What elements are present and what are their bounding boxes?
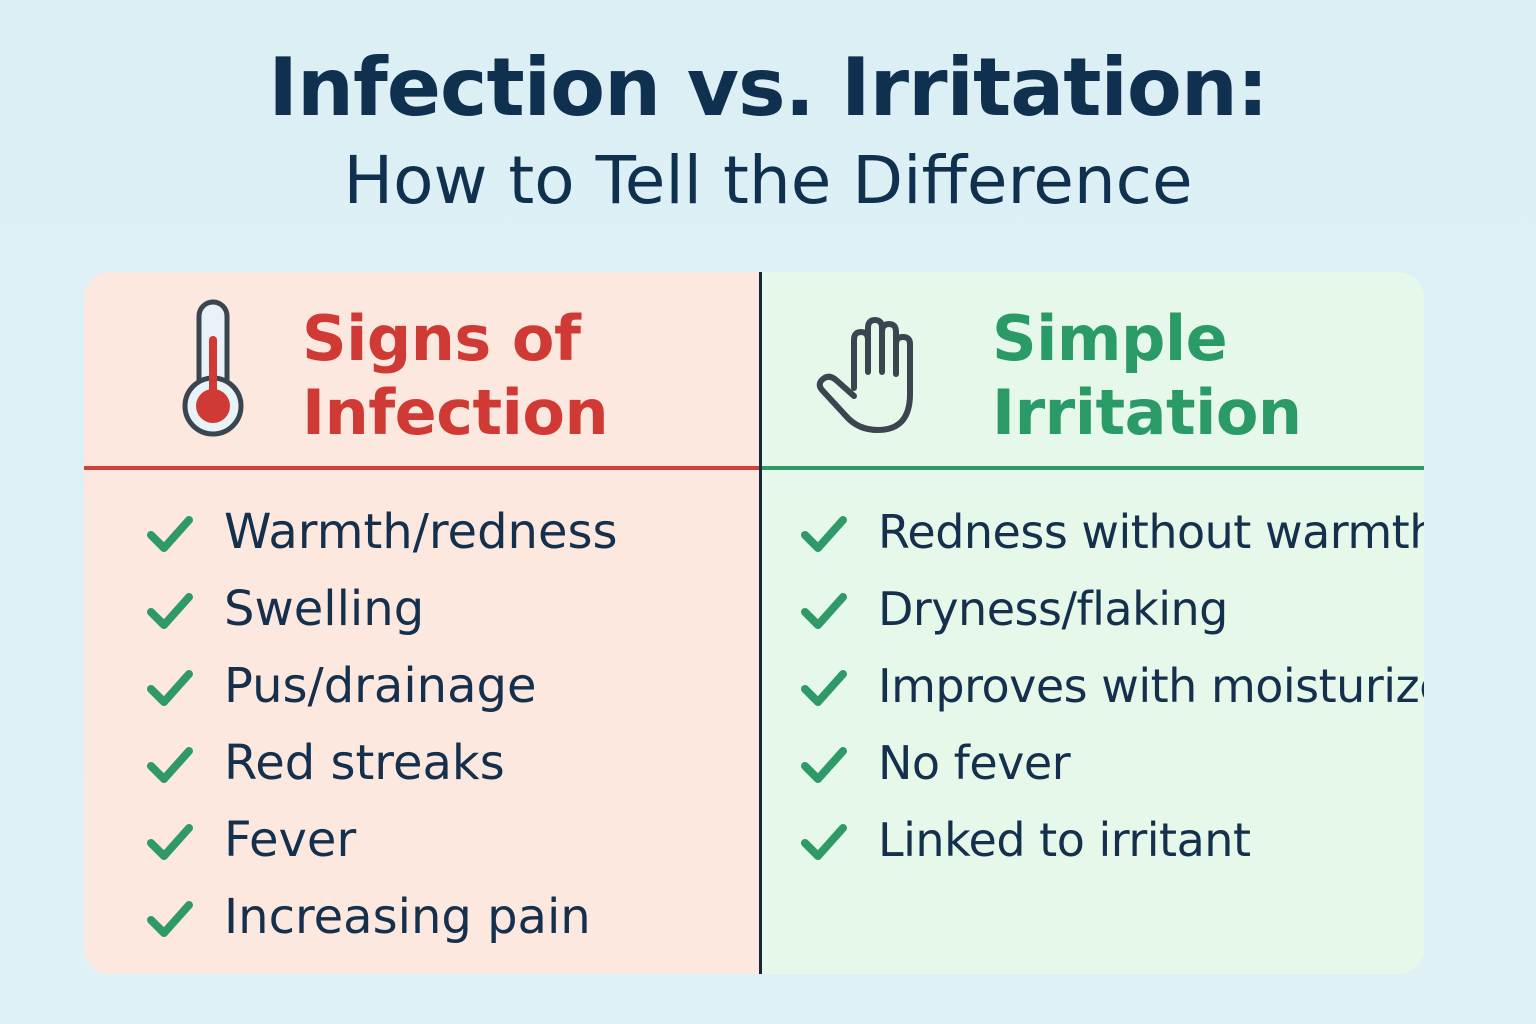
- list-item: No fever: [760, 731, 1424, 808]
- check-icon: [801, 593, 847, 629]
- check-icon: [801, 824, 847, 860]
- list-item: Red streaks: [84, 731, 760, 808]
- title-block: Infection vs. Irritation: How to Tell th…: [0, 38, 1536, 224]
- list-item: Redness without warmth: [760, 500, 1424, 577]
- list-item: Improves with moisturizer: [760, 654, 1424, 731]
- check-icon: [147, 747, 193, 783]
- list-item-text: Dryness/flaking: [878, 582, 1228, 636]
- list-item: Pus/drainage: [84, 654, 760, 731]
- infection-title: Signs of Infection: [302, 302, 609, 450]
- irritation-header: Simple Irritation: [760, 272, 1424, 470]
- list-item-text: Linked to irritant: [878, 813, 1251, 867]
- list-item-text: Fever: [224, 812, 357, 868]
- column-divider: [759, 272, 762, 974]
- list-item-text: Improves with moisturizer: [878, 659, 1424, 713]
- irritation-title: Simple Irritation: [992, 302, 1302, 450]
- irritation-title-line1: Simple: [992, 302, 1228, 375]
- page-title: Infection vs. Irritation:: [268, 41, 1269, 134]
- list-item: Swelling: [84, 577, 760, 654]
- page-subtitle: How to Tell the Difference: [343, 142, 1193, 219]
- check-icon: [147, 824, 193, 860]
- list-item: Dryness/flaking: [760, 577, 1424, 654]
- list-item-text: Red streaks: [224, 735, 505, 791]
- check-icon: [147, 901, 193, 937]
- list-item-text: Pus/drainage: [224, 658, 537, 714]
- check-icon: [801, 670, 847, 706]
- list-item: Increasing pain: [84, 885, 760, 962]
- infection-title-line2: Infection: [302, 376, 609, 449]
- hand-icon: [816, 317, 913, 433]
- irritation-list: Redness without warmth Dryness/flaking I…: [760, 500, 1424, 885]
- irritation-title-line2: Irritation: [992, 376, 1302, 449]
- list-item-text: No fever: [878, 736, 1071, 790]
- list-item: Linked to irritant: [760, 808, 1424, 885]
- infection-column: Signs of Infection Warmth/redness Swelli…: [84, 272, 760, 974]
- list-item-text: Increasing pain: [224, 889, 591, 945]
- thermometer-icon: [182, 299, 244, 437]
- check-icon: [801, 516, 847, 552]
- irritation-column: Simple Irritation Redness without warmth…: [760, 272, 1424, 974]
- list-item-text: Swelling: [224, 581, 425, 637]
- list-item-text: Warmth/redness: [224, 504, 618, 560]
- check-icon: [147, 516, 193, 552]
- list-item: Fever: [84, 808, 760, 885]
- check-icon: [801, 747, 847, 783]
- comparison-card: Signs of Infection Warmth/redness Swelli…: [84, 272, 1424, 974]
- list-item: Warmth/redness: [84, 500, 760, 577]
- infection-header: Signs of Infection: [84, 272, 760, 470]
- check-icon: [147, 670, 193, 706]
- check-icon: [147, 593, 193, 629]
- infection-title-line1: Signs of: [302, 302, 581, 375]
- list-item-text: Redness without warmth: [878, 505, 1424, 559]
- infection-list: Warmth/redness Swelling Pus/drainage Red…: [84, 500, 760, 962]
